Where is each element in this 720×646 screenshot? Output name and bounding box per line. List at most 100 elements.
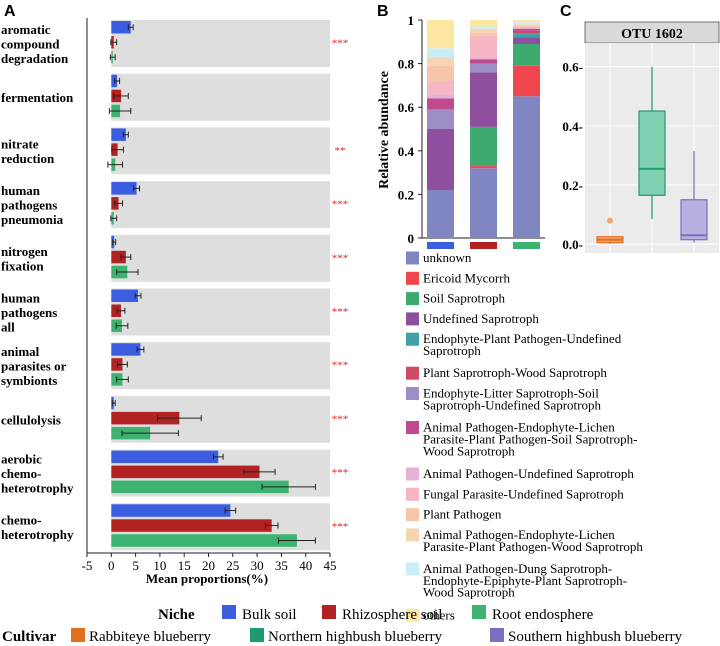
legend-swatch <box>406 366 419 380</box>
category-label: fixation <box>1 259 44 274</box>
legend-swatch <box>406 332 419 346</box>
bar-rhizo <box>111 304 122 317</box>
cultivar-legend-title: Cultivar <box>2 629 57 645</box>
category-label: aromatic <box>1 22 51 37</box>
category-label: pathogens <box>1 198 57 213</box>
panel-b-bars <box>427 20 540 249</box>
niche-legend-title: Niche <box>158 607 195 623</box>
significance-mark: *** <box>332 521 349 533</box>
stack-segment <box>513 22 540 25</box>
panel-a-significance: ************************** <box>332 38 349 533</box>
stack-segment <box>470 57 497 60</box>
bar-rhizo <box>111 411 180 425</box>
significance-mark: *** <box>332 360 349 372</box>
cultivar-label: Southern highbush blueberry <box>508 629 683 645</box>
legend-swatch <box>406 251 419 265</box>
stack-segment <box>513 33 540 38</box>
y-tick-label: 0.4 <box>398 144 415 159</box>
panel-b-label: B <box>377 3 389 20</box>
x-tick-label: 30 <box>251 558 264 573</box>
significance-mark: *** <box>332 38 349 50</box>
panel-a-x-ticks: -5 0 5 10 15 20 25 30 35 40 45 <box>82 553 337 573</box>
cultivar-swatch <box>250 628 264 642</box>
category-label: heterotrophy <box>1 527 74 542</box>
box <box>680 199 708 241</box>
group-color-key <box>427 242 454 249</box>
stack-segment <box>470 35 497 58</box>
niche-label: Root endosphere <box>492 607 594 623</box>
panel-c-boxes <box>596 66 708 245</box>
legend-label: Saprotroph-Undefined Saprotroph <box>423 397 601 412</box>
row-background <box>111 288 330 336</box>
stack-segment <box>470 63 497 73</box>
panel-b-y-label: Relative abundance <box>377 71 392 189</box>
stack-segment <box>427 81 454 95</box>
stack-segment <box>470 20 497 27</box>
row-background <box>111 342 330 390</box>
bar-bulk <box>111 21 131 34</box>
category-label: cellulolysis <box>1 412 61 427</box>
y-tick-label: 0.2- <box>562 178 583 193</box>
bar-endo <box>111 534 297 547</box>
x-tick-label: 5 <box>132 558 139 573</box>
bar-bulk <box>111 504 231 517</box>
legend-label: Wood Saprotroph <box>423 443 515 458</box>
panel-b-legend: unknown Ericoid Mycorrh Soil Saprotroph Und… <box>406 250 643 622</box>
stack-segment <box>470 168 497 238</box>
y-tick-label: 0.0- <box>562 237 583 252</box>
legend-label: Plant Pathogen <box>423 507 502 522</box>
significance-mark: *** <box>332 413 349 425</box>
bar-rhizo <box>111 250 126 264</box>
legend-swatch <box>406 487 419 501</box>
category-label: nitrogen <box>1 244 48 259</box>
category-label: degradation <box>1 51 69 66</box>
legend-label: Parasite-Plant Pathogen-Soil Saprotroph- <box>423 431 637 446</box>
category-label: human <box>1 183 41 198</box>
category-label: aerobic <box>1 452 42 467</box>
legend-swatch <box>406 421 419 434</box>
panel-c-label: C <box>560 3 572 20</box>
legend-label: Plant Saprotroph-Wood Saprotroph <box>423 365 607 380</box>
x-tick-label: 40 <box>299 558 312 573</box>
legend-label: Parasite-Plant Pathogen-Wood Saprotroph <box>423 539 643 554</box>
bar-bulk <box>111 182 137 195</box>
cultivar-swatch <box>71 628 85 642</box>
legend-label: Ericoid Mycorrh <box>423 270 511 285</box>
x-tick-label: 45 <box>324 558 337 573</box>
panel-b-stacked-bar: B Relative abundance 0 0.2 0.4 0.6 0.8 1 unkn… <box>377 3 643 622</box>
panel-a-x-label: Mean proportions(%) <box>146 571 268 586</box>
stack-segment <box>470 28 497 34</box>
stack-segment <box>513 24 540 27</box>
bar-rhizo <box>111 519 272 532</box>
stack-segment <box>513 20 540 23</box>
stack-segment <box>470 33 497 36</box>
category-label: human <box>1 291 41 306</box>
category-label: nitrate <box>1 137 39 152</box>
x-tick-label: 35 <box>275 558 288 573</box>
legend-label: Endophyte-Litter Saprotroph-Soil <box>423 386 599 401</box>
category-label: parasites or <box>1 359 67 374</box>
legend-label: Wood Saprotroph <box>423 585 515 600</box>
x-tick-label: 0 <box>108 558 115 573</box>
category-label: animal <box>1 344 40 359</box>
row-background <box>111 127 330 175</box>
category-label: chemo- <box>1 466 41 481</box>
stack-segment <box>513 30 540 34</box>
legend-label: Animal Pathogen-Endophyte-Lichen <box>423 527 615 542</box>
y-tick-label: 0.8 <box>398 57 415 72</box>
niche-swatch <box>222 605 236 619</box>
stack-segment <box>513 28 540 31</box>
stack-segment <box>513 65 540 97</box>
legend-label: others <box>423 607 455 622</box>
x-tick-label: 25 <box>226 558 239 573</box>
bar-bulk <box>111 450 219 464</box>
stack-segment <box>513 26 540 29</box>
cultivar-legend: Cultivar Rabbiteye blueberry Northern hig… <box>2 628 683 645</box>
bar-bulk <box>111 343 141 356</box>
legend-label: Animal Pathogen-Undefined Saprotroph <box>423 466 634 481</box>
niche-swatch <box>472 605 486 619</box>
stack-segment <box>427 94 454 99</box>
bar-bulk <box>111 289 139 302</box>
